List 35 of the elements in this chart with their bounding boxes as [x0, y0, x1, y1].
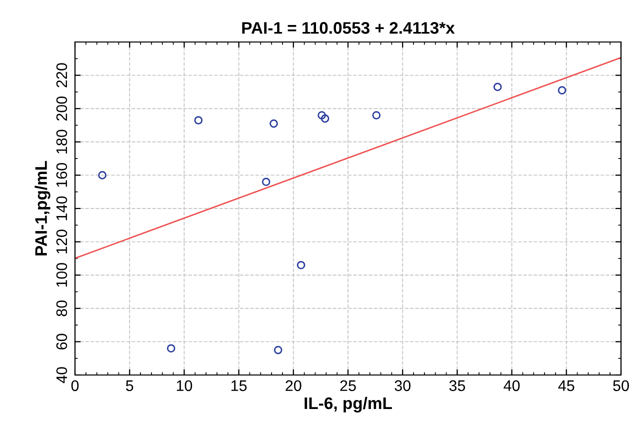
point — [558, 86, 566, 94]
point — [493, 82, 502, 92]
y-tick-label: 180 — [56, 130, 68, 154]
x-tick-label: 30 — [394, 380, 410, 392]
x-axis-title: IL-6, pg/mL — [304, 396, 392, 412]
y-tick-label: 140 — [56, 196, 68, 220]
x-tick-label: 40 — [504, 380, 520, 392]
x-tick-label: 45 — [558, 380, 574, 392]
x-tick-label: 15 — [231, 380, 247, 392]
chart-title: PAI-1 = 110.0553 + 2.4113*x — [242, 22, 455, 34]
y-tick-label: 160 — [56, 163, 68, 187]
y-tick-label: 100 — [56, 262, 68, 287]
point — [166, 344, 176, 353]
x-tick-label: 35 — [449, 380, 466, 392]
x-tick-label: 0 — [71, 380, 79, 392]
x-tick-label: 5 — [126, 380, 134, 392]
x-tick-label: 10 — [176, 380, 192, 392]
y-tick-label: 120 — [56, 230, 68, 254]
point — [372, 111, 381, 120]
point — [320, 114, 330, 123]
point — [194, 116, 203, 124]
x-tick-label: 50 — [613, 380, 629, 392]
point — [262, 178, 270, 186]
y-tick-label: 60 — [56, 334, 68, 350]
y-tick-label: 200 — [56, 96, 68, 121]
point — [274, 346, 282, 354]
y-tick-label: 80 — [56, 300, 68, 316]
y-axis-title: PAI-1,pg/mL — [34, 161, 50, 256]
y-tick-label: 220 — [56, 63, 68, 88]
point — [270, 119, 278, 128]
x-tick-label: 25 — [340, 380, 356, 392]
point — [296, 260, 306, 270]
point — [98, 171, 106, 180]
point — [318, 111, 326, 120]
x-tick-label: 20 — [286, 380, 302, 392]
